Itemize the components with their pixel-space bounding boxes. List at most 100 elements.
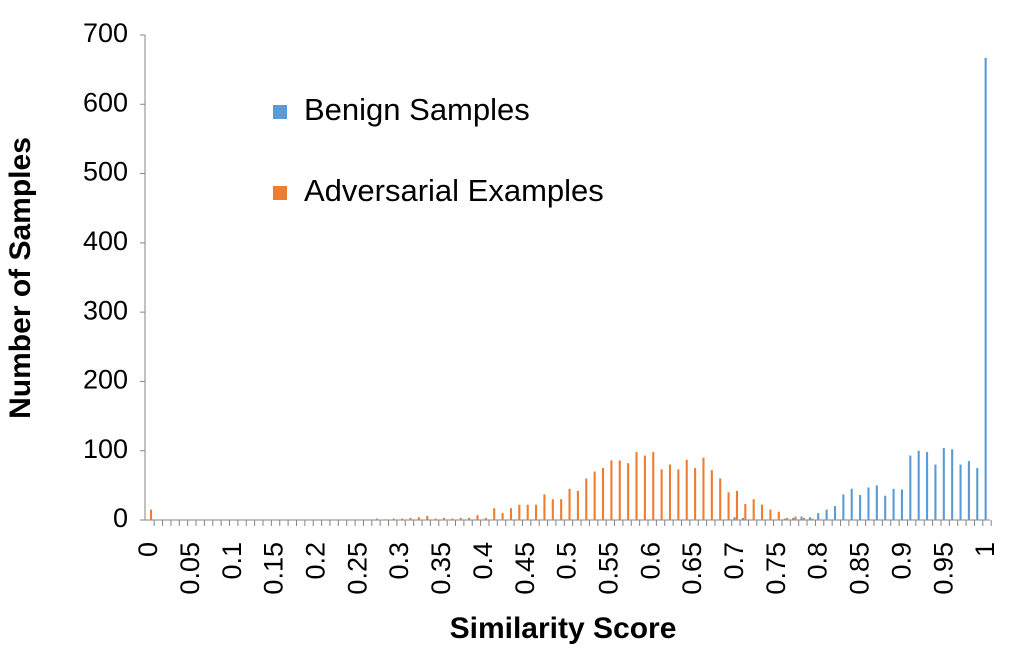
bar [384, 519, 387, 520]
bar [741, 517, 744, 520]
bar [786, 517, 789, 520]
bar [769, 509, 772, 520]
bar [501, 513, 504, 520]
x-tick-label: 0.15 [259, 542, 289, 595]
bar [783, 518, 786, 520]
y-tick-label: 600 [83, 87, 128, 117]
y-tick-label: 100 [83, 434, 128, 464]
bar [150, 509, 153, 520]
bar [842, 494, 845, 520]
x-tick-label: 0.45 [510, 542, 540, 595]
x-tick-label: 0.35 [426, 542, 456, 595]
bar [727, 492, 730, 520]
bar [560, 499, 563, 520]
legend-swatch [273, 105, 287, 119]
bar [934, 464, 937, 520]
bar [733, 517, 736, 520]
bar [442, 517, 446, 520]
bar [417, 517, 420, 520]
bar [610, 460, 613, 520]
bar [850, 488, 853, 520]
bar [409, 517, 412, 520]
x-tick-label: 0.9 [886, 542, 916, 580]
x-tick-label: 0.3 [384, 542, 414, 580]
x-tick-label: 0.75 [761, 542, 791, 595]
bar [568, 488, 571, 520]
bar [959, 464, 962, 520]
bar [967, 461, 970, 520]
bar [401, 518, 404, 520]
x-tick-label: 0.4 [468, 542, 498, 580]
x-tick-label: 0.2 [301, 542, 331, 580]
bar [808, 517, 811, 520]
x-tick-label: 0.6 [635, 542, 665, 580]
bar [884, 495, 887, 520]
y-tick-label: 300 [83, 295, 128, 325]
bar [817, 513, 820, 520]
legend-label: Benign Samples [304, 92, 530, 127]
bar [702, 457, 705, 520]
bar [909, 455, 912, 520]
bar [451, 518, 454, 520]
bar [484, 517, 487, 520]
bar [976, 468, 979, 520]
y-axis-label: Number of Samples [4, 137, 37, 419]
x-axis-label: Similarity Score [450, 612, 677, 645]
bar [518, 504, 521, 520]
bar [867, 487, 870, 520]
bar [833, 506, 837, 520]
bar [800, 516, 803, 520]
bar [892, 488, 895, 520]
bar [926, 452, 929, 520]
bar [476, 515, 479, 520]
legend-swatch [273, 186, 287, 200]
bar [459, 517, 462, 520]
bar [535, 504, 538, 520]
bar [825, 509, 828, 520]
bar [434, 518, 437, 520]
bar [643, 455, 646, 520]
bar [468, 517, 471, 520]
bar [593, 471, 596, 520]
y-tick-label: 500 [83, 157, 128, 187]
bar [694, 468, 697, 520]
bar [677, 469, 680, 520]
bar [735, 490, 738, 520]
x-tick-label: 0.55 [593, 542, 623, 595]
bar [794, 516, 797, 520]
bar [601, 468, 605, 520]
bar [526, 504, 529, 520]
x-tick-label: 1 [970, 542, 1000, 557]
bar [652, 452, 655, 520]
bar [859, 495, 862, 520]
y-tick-label: 0 [113, 503, 128, 533]
bar [777, 511, 780, 520]
bar [761, 504, 764, 520]
bar [543, 494, 546, 520]
bar [984, 57, 987, 520]
bar [618, 460, 621, 520]
bar [392, 518, 395, 520]
bar [719, 478, 722, 520]
x-tick-label: 0.65 [677, 542, 707, 595]
bar [811, 518, 814, 520]
legend-label: Adversarial Examples [304, 173, 604, 208]
bar [792, 517, 795, 520]
bar [493, 508, 496, 520]
bar [635, 452, 638, 520]
bar [710, 470, 713, 520]
x-tick-label: 0.5 [552, 542, 582, 580]
bar [875, 485, 878, 520]
bar [576, 490, 579, 520]
x-tick-label: 0.05 [175, 542, 205, 595]
x-tick-label: 0.25 [342, 542, 372, 595]
bar [942, 447, 945, 520]
bar [744, 504, 747, 520]
x-tick-label: 0.7 [719, 542, 749, 580]
bar [900, 489, 903, 520]
bar [585, 478, 588, 520]
x-tick-label: 0 [133, 542, 163, 557]
y-tick-label: 700 [83, 18, 128, 48]
bar [685, 459, 688, 520]
